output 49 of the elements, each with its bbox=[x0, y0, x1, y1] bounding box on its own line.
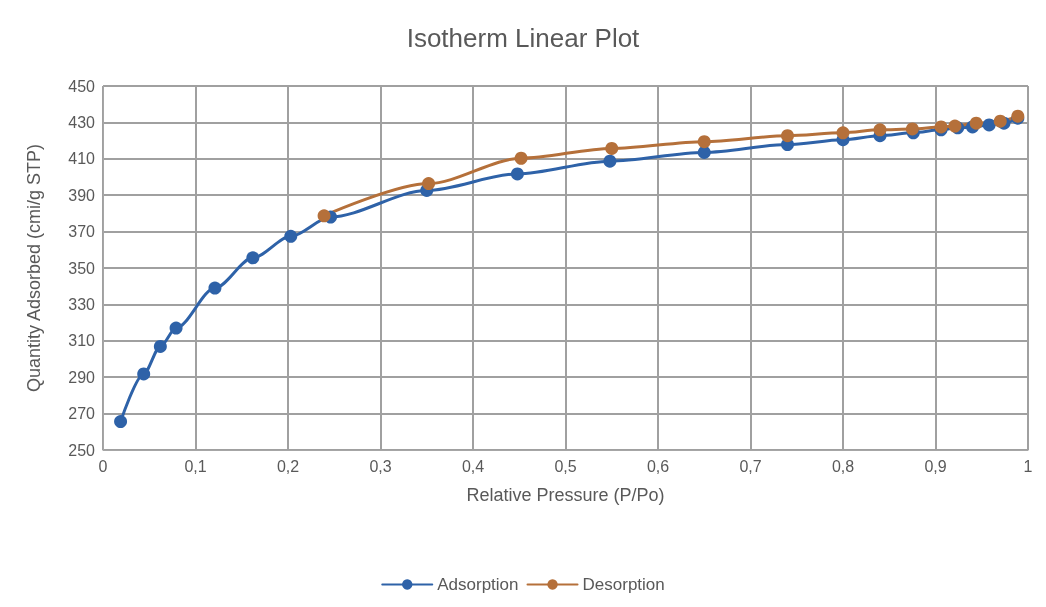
point bbox=[246, 251, 260, 265]
y-tick-label: 250 bbox=[68, 441, 96, 459]
point bbox=[208, 281, 222, 295]
y-tick-label: 390 bbox=[68, 186, 96, 204]
y-axis-title: Quantity Adsorbed (cmi/g STP) bbox=[24, 143, 44, 393]
point bbox=[114, 415, 128, 429]
point bbox=[873, 123, 887, 137]
point bbox=[982, 118, 996, 132]
x-tick-label: 0,6 bbox=[646, 457, 670, 475]
legend-label: Desorption bbox=[582, 575, 665, 594]
point bbox=[603, 154, 617, 168]
y-tick-label: 270 bbox=[68, 405, 96, 423]
x-tick-label: 0,5 bbox=[554, 457, 577, 475]
y-tick-label: 370 bbox=[68, 223, 96, 241]
y-tick-label: 450 bbox=[68, 77, 96, 95]
x-tick-label: 0,1 bbox=[184, 457, 207, 475]
x-tick-label: 0,8 bbox=[831, 457, 855, 475]
y-tick-label: 330 bbox=[68, 295, 96, 313]
point bbox=[422, 177, 436, 191]
point bbox=[836, 126, 850, 140]
point bbox=[510, 167, 524, 181]
point bbox=[781, 129, 794, 143]
point bbox=[697, 135, 711, 149]
x-tick-label: 1 bbox=[1023, 457, 1033, 475]
point bbox=[284, 229, 298, 243]
x-tick-label: 0,7 bbox=[739, 457, 762, 475]
x-axis-title: Relative Pressure (P/Po) bbox=[466, 485, 665, 505]
y-tick-label: 350 bbox=[68, 259, 96, 277]
chart-title: Isotherm Linear Plot bbox=[406, 23, 641, 53]
point bbox=[169, 321, 183, 335]
x-tick-label: 0,2 bbox=[276, 457, 300, 475]
y-tick-label: 310 bbox=[68, 332, 96, 350]
point bbox=[993, 114, 1007, 128]
y-tick-label: 290 bbox=[68, 368, 96, 386]
point bbox=[317, 209, 331, 223]
legend-label: Adsorption bbox=[437, 575, 519, 594]
point bbox=[153, 339, 167, 353]
x-tick-label: 0,4 bbox=[461, 457, 485, 475]
point bbox=[697, 145, 711, 159]
point bbox=[905, 122, 919, 136]
x-tick-label: 0 bbox=[98, 457, 108, 475]
x-tick-label: 0,9 bbox=[924, 457, 947, 475]
point bbox=[605, 141, 619, 155]
point bbox=[514, 151, 528, 165]
point bbox=[137, 367, 151, 381]
x-tick-label: 0,3 bbox=[369, 457, 392, 475]
point bbox=[969, 116, 983, 130]
y-tick-label: 430 bbox=[68, 113, 96, 131]
y-tick-label: 410 bbox=[68, 150, 96, 168]
